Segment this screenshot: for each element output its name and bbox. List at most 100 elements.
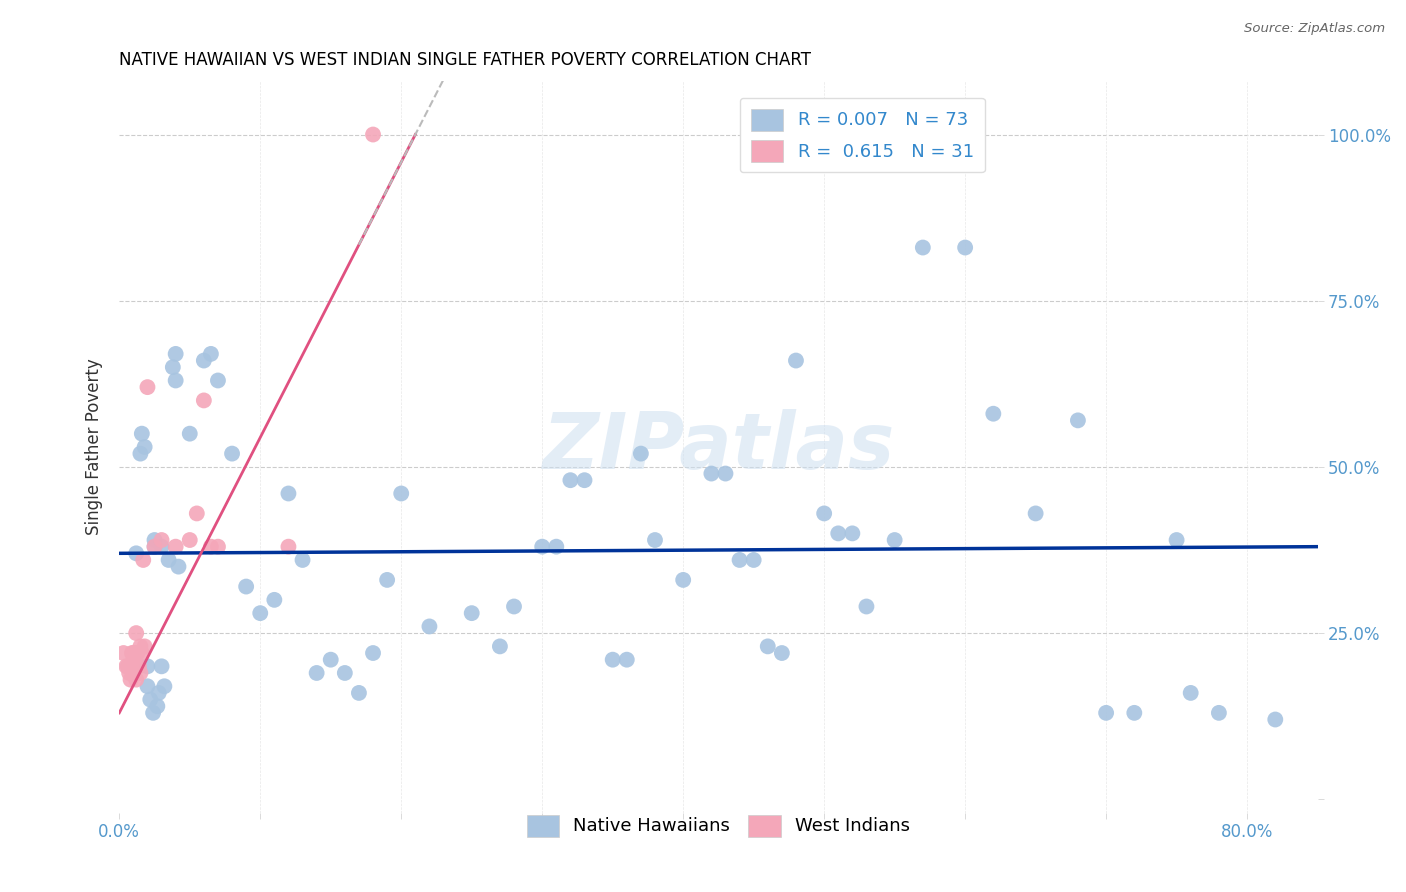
Point xyxy=(193,353,215,368)
Point xyxy=(139,692,162,706)
Point xyxy=(127,659,149,673)
Point xyxy=(207,540,229,554)
Point xyxy=(1067,413,1090,427)
Point xyxy=(361,646,384,660)
Point xyxy=(1264,713,1286,727)
Point xyxy=(319,653,342,667)
Point xyxy=(347,686,370,700)
Point xyxy=(165,347,187,361)
Point xyxy=(616,653,638,667)
Point xyxy=(150,540,173,554)
Point xyxy=(207,374,229,388)
Point xyxy=(841,526,863,541)
Point xyxy=(1166,533,1188,547)
Point xyxy=(249,606,271,620)
Point xyxy=(124,646,146,660)
Point xyxy=(112,646,135,660)
Point xyxy=(574,473,596,487)
Point xyxy=(117,659,139,673)
Point xyxy=(785,353,807,368)
Point xyxy=(200,347,222,361)
Point xyxy=(179,533,201,547)
Point xyxy=(883,533,905,547)
Point xyxy=(305,665,328,680)
Point xyxy=(150,533,173,547)
Point xyxy=(125,673,148,687)
Point xyxy=(277,540,299,554)
Point xyxy=(742,553,765,567)
Point xyxy=(560,473,582,487)
Point xyxy=(134,640,156,654)
Point xyxy=(129,665,152,680)
Legend: Native Hawaiians, West Indians: Native Hawaiians, West Indians xyxy=(519,807,918,844)
Point xyxy=(714,467,737,481)
Point xyxy=(157,553,180,567)
Point xyxy=(953,241,976,255)
Point xyxy=(165,540,187,554)
Point xyxy=(129,640,152,654)
Point xyxy=(121,646,143,660)
Point xyxy=(489,640,512,654)
Point xyxy=(136,679,159,693)
Point xyxy=(150,659,173,673)
Point xyxy=(602,653,624,667)
Point xyxy=(120,673,142,687)
Text: ZIPatlas: ZIPatlas xyxy=(543,409,894,485)
Point xyxy=(200,540,222,554)
Point xyxy=(1095,706,1118,720)
Point xyxy=(118,665,141,680)
Point xyxy=(125,546,148,560)
Point xyxy=(672,573,695,587)
Point xyxy=(1208,706,1230,720)
Text: Source: ZipAtlas.com: Source: ZipAtlas.com xyxy=(1244,22,1385,36)
Point xyxy=(375,573,398,587)
Point xyxy=(167,559,190,574)
Point xyxy=(125,626,148,640)
Point xyxy=(134,440,156,454)
Point xyxy=(115,659,138,673)
Point xyxy=(131,426,153,441)
Point xyxy=(546,540,568,554)
Point xyxy=(1123,706,1146,720)
Point xyxy=(179,426,201,441)
Point xyxy=(148,686,170,700)
Point xyxy=(142,706,165,720)
Point xyxy=(186,507,208,521)
Point xyxy=(136,380,159,394)
Point xyxy=(162,360,184,375)
Point xyxy=(131,646,153,660)
Point xyxy=(146,699,169,714)
Point xyxy=(855,599,877,614)
Point xyxy=(127,646,149,660)
Point xyxy=(333,665,356,680)
Point xyxy=(700,467,723,481)
Point xyxy=(756,640,779,654)
Point xyxy=(143,540,166,554)
Point xyxy=(193,393,215,408)
Point xyxy=(813,507,835,521)
Point xyxy=(361,128,384,142)
Point xyxy=(221,447,243,461)
Point xyxy=(644,533,666,547)
Point xyxy=(143,540,166,554)
Point xyxy=(461,606,484,620)
Point xyxy=(132,553,155,567)
Point xyxy=(981,407,1004,421)
Point xyxy=(770,646,793,660)
Point xyxy=(122,659,145,673)
Point xyxy=(143,533,166,547)
Point xyxy=(277,486,299,500)
Text: NATIVE HAWAIIAN VS WEST INDIAN SINGLE FATHER POVERTY CORRELATION CHART: NATIVE HAWAIIAN VS WEST INDIAN SINGLE FA… xyxy=(120,51,811,69)
Point xyxy=(121,659,143,673)
Point xyxy=(291,553,314,567)
Point xyxy=(122,646,145,660)
Point xyxy=(235,580,257,594)
Point xyxy=(531,540,554,554)
Point xyxy=(728,553,751,567)
Point xyxy=(827,526,849,541)
Point xyxy=(153,679,176,693)
Point xyxy=(630,447,652,461)
Point xyxy=(503,599,526,614)
Y-axis label: Single Father Poverty: Single Father Poverty xyxy=(86,359,103,535)
Point xyxy=(136,659,159,673)
